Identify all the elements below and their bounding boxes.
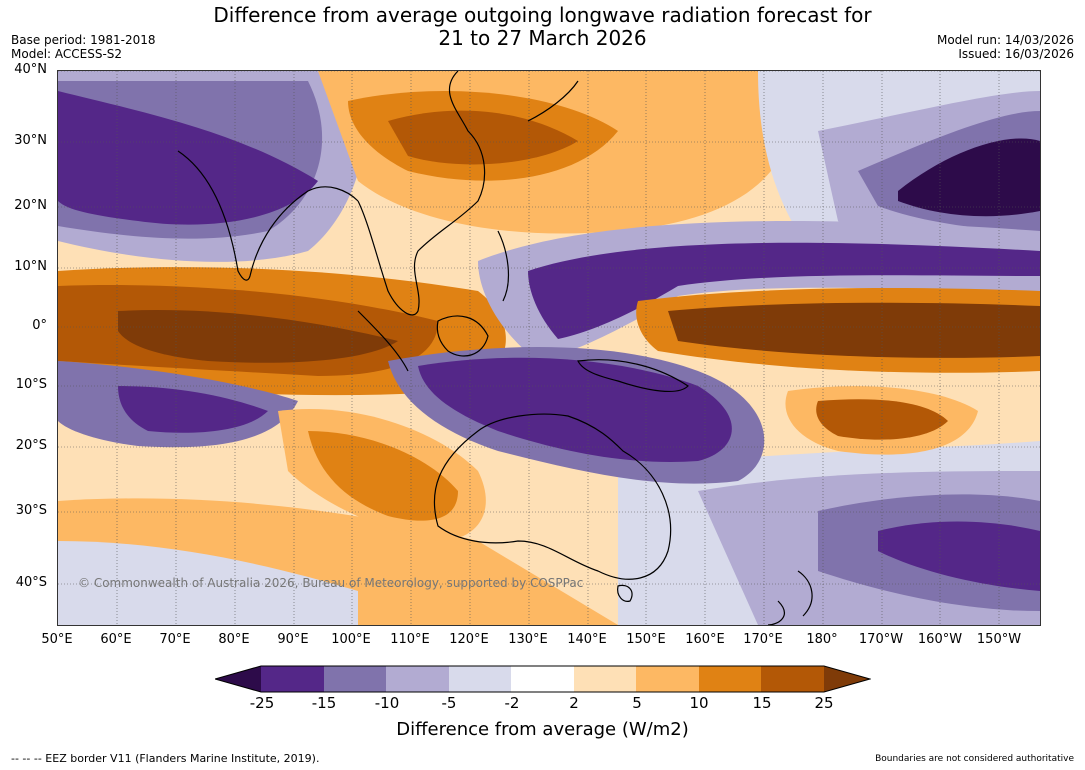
southeast-purple-core: [878, 521, 1040, 591]
model-name: Model: ACCESS-S2: [11, 47, 123, 61]
equatorial-warm-west-core: [118, 310, 398, 363]
colorbar-tick: 5: [632, 694, 642, 712]
lon-label: 170°W: [858, 632, 904, 647]
colorbar-segment: [761, 666, 824, 692]
north-warm-core: [388, 110, 578, 165]
colorbar-segment: [574, 666, 636, 692]
colorbar-segment: [699, 666, 761, 692]
colorbar-tick: 10: [689, 694, 709, 712]
lon-label: 100°E: [331, 632, 371, 647]
coastlines: [177, 71, 813, 625]
title-line-1: Difference from average outgoing longwav…: [213, 3, 872, 27]
lon-label: 110°E: [390, 632, 430, 647]
colorbar-tick: -5: [441, 694, 457, 712]
model-run: Model run: 14/03/2026: [936, 33, 1074, 47]
lat-label: 40°S: [15, 575, 47, 590]
colorbar-tick: 15: [752, 694, 772, 712]
colorbar-segment: [511, 666, 574, 692]
tasmania-coast: [617, 584, 633, 602]
australia-warm-core: [308, 431, 458, 521]
lon-label: 130°E: [508, 632, 548, 647]
colorbar-tick: -25: [249, 694, 275, 712]
meta-right: Model run: 14/03/2026 Issued: 16/03/2026: [937, 33, 1074, 61]
lat-label: 10°S: [15, 377, 47, 392]
india-purple-core: [58, 91, 318, 225]
issue-date: Issued: 16/03/2026: [958, 47, 1074, 61]
colorbar-segment: [261, 666, 324, 692]
philippines-coast: [497, 230, 509, 302]
eez-border-note: -- -- -- EEZ border V11 (Flanders Marine…: [11, 752, 320, 765]
cpacific-purple-core: [528, 242, 1040, 339]
australia-coast: [433, 413, 672, 580]
new-zealand-coast: [767, 570, 813, 625]
olr-anomaly-map: © Commonwealth of Australia 2026, Bureau…: [57, 70, 1041, 626]
anomaly-field: [58, 71, 1040, 625]
lon-label: 150°E: [626, 632, 666, 647]
lat-label: 40°N: [14, 62, 47, 77]
equatorial-warm-east-core: [668, 302, 1040, 358]
colorbar-tick: -2: [504, 694, 520, 712]
borneo-coast: [436, 315, 489, 357]
lon-label: 60°E: [100, 632, 132, 647]
colorbar-max-arrow: [824, 666, 870, 692]
base-period: Base period: 1981-2018: [11, 33, 156, 47]
japan-coast: [527, 80, 579, 122]
lon-label: 50°E: [41, 632, 73, 647]
lat-label: 30°S: [15, 503, 47, 518]
colorbar-segment: [449, 666, 511, 692]
sumatra-coast: [357, 310, 409, 372]
southwest-light-purple: [58, 541, 358, 625]
lon-label: 70°E: [159, 632, 191, 647]
australia-purple-core: [418, 357, 732, 462]
lat-label: 20°N: [14, 198, 47, 213]
meta-left: Base period: 1981-2018 Model: ACCESS-S2: [11, 33, 156, 61]
boundaries-disclaimer: Boundaries are not considered authoritat…: [875, 754, 1074, 764]
copyright-notice: © Commonwealth of Australia 2026, Bureau…: [78, 576, 583, 590]
colorbar-tick: 2: [569, 694, 579, 712]
lon-label: 80°E: [218, 632, 250, 647]
chart-title: Difference from average outgoing longwav…: [0, 4, 1085, 50]
colorbar-segment: [324, 666, 386, 692]
colorbar-tick: -10: [374, 694, 400, 712]
colorbar-tick: -15: [311, 694, 337, 712]
colorbar: [215, 665, 871, 693]
lat-label: 30°N: [14, 133, 47, 148]
southeast-asia-coast: [357, 71, 486, 316]
npacific-purple-core: [898, 138, 1040, 217]
lon-label: 160°W: [917, 632, 963, 647]
title-line-2: 21 to 27 March 2026: [438, 26, 647, 50]
lon-label: 140°E: [567, 632, 607, 647]
new-guinea-coast: [577, 359, 689, 392]
lon-label: 120°E: [449, 632, 489, 647]
colorbar-min-arrow: [215, 666, 261, 692]
colorbar-tick: 25: [814, 694, 834, 712]
lat-label: 20°S: [15, 438, 47, 453]
lon-label: 180°: [806, 632, 838, 647]
colorbar-segment: [636, 666, 699, 692]
india-coast: [177, 150, 359, 281]
graticule: [58, 71, 1040, 625]
lon-label: 90°E: [277, 632, 309, 647]
map-canvas: © Commonwealth of Australia 2026, Bureau…: [58, 71, 1040, 625]
lon-label: 160°E: [685, 632, 725, 647]
sio-purple-core: [118, 386, 268, 433]
colorbar-segment: [386, 666, 449, 692]
lat-label: 0°: [32, 318, 47, 333]
colorbar-label: Difference from average (W/m2): [396, 719, 689, 740]
lon-label: 170°E: [743, 632, 783, 647]
lon-label: 150°W: [976, 632, 1022, 647]
lat-label: 10°N: [14, 259, 47, 274]
